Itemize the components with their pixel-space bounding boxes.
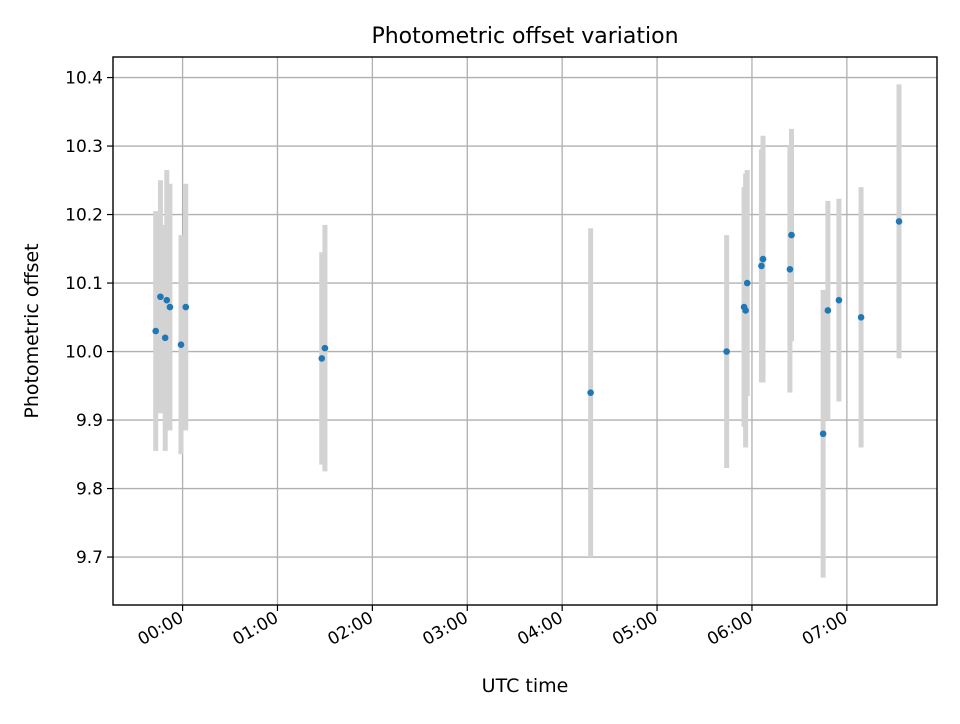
data-point <box>824 307 832 314</box>
data-markers <box>152 218 903 438</box>
y-axis-label: Photometric offset <box>21 243 43 418</box>
x-axis-label: UTC time <box>482 675 569 697</box>
data-point <box>788 231 795 239</box>
data-point <box>742 307 749 314</box>
data-point <box>318 355 326 362</box>
data-point <box>182 303 190 311</box>
chart-title: Photometric offset variation <box>371 24 678 49</box>
data-point <box>152 327 160 335</box>
data-point <box>723 348 730 355</box>
data-point <box>758 262 765 270</box>
data-point <box>835 296 843 304</box>
data-point <box>157 293 164 301</box>
data-point <box>177 341 185 349</box>
grid-lines <box>113 57 937 605</box>
y-tick-label: 10.4 <box>65 69 103 89</box>
plot-frame <box>112 56 938 606</box>
y-tick-label: 10.3 <box>65 137 103 157</box>
y-tick-label: 10.1 <box>65 274 103 294</box>
y-tick-label: 10.0 <box>65 343 103 363</box>
data-point <box>166 303 174 311</box>
data-point <box>786 266 794 273</box>
y-tick-label: 9.7 <box>76 548 103 568</box>
data-point <box>895 218 903 225</box>
data-point <box>587 389 594 396</box>
data-point <box>163 296 171 304</box>
y-tick-label: 9.9 <box>76 411 103 431</box>
y-tick-label: 9.8 <box>76 480 103 500</box>
data-point <box>743 279 751 287</box>
data-point <box>321 344 329 352</box>
data-point <box>857 314 865 321</box>
data-point <box>819 430 827 438</box>
data-point <box>161 334 169 342</box>
y-tick-label: 10.2 <box>65 206 103 226</box>
data-point <box>759 255 767 263</box>
